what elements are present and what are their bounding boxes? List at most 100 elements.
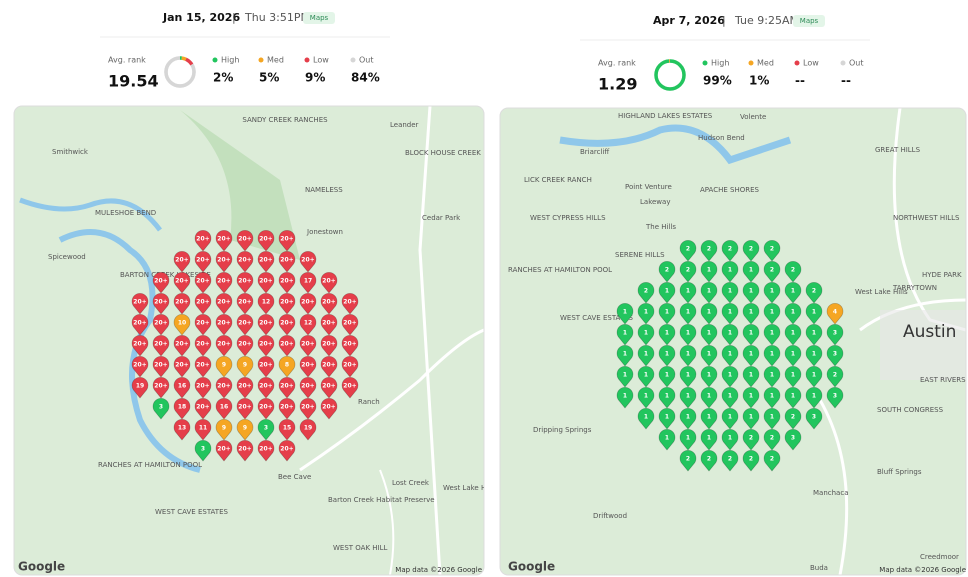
rank-pin [131, 293, 149, 315]
rank-pin [700, 429, 718, 451]
rank-pin-label: 1 [686, 351, 690, 358]
rank-pin [784, 261, 802, 283]
rank-pin-label: 20+ [217, 320, 230, 327]
rank-pin-label: 20+ [217, 236, 230, 243]
rank-pin-label: 1 [707, 414, 711, 421]
rank-pin-label: 20+ [196, 299, 209, 306]
rank-pin-label: 20+ [238, 278, 251, 285]
rank-pin [236, 293, 254, 315]
rank-pin-label: 20+ [217, 299, 230, 306]
rank-pin [742, 282, 760, 304]
place-label: Cedar Park [422, 214, 461, 222]
rank-pin [299, 314, 317, 336]
rank-pin [721, 387, 739, 409]
rank-pin [721, 450, 739, 472]
rank-pin [742, 429, 760, 451]
rank-pin-label: 20+ [154, 341, 167, 348]
place-label: Barton Creek Habitat Preserve [328, 496, 435, 504]
rank-pin [215, 377, 233, 399]
rank-pin-label: 1 [791, 309, 795, 316]
rank-pin [173, 377, 191, 399]
stat-value: 5% [259, 71, 279, 85]
map-logo: Google [18, 560, 65, 574]
rank-pin [763, 429, 781, 451]
rank-pin [341, 356, 359, 378]
rank-pin-label: 20+ [259, 404, 272, 411]
rank-pin-label: 20+ [280, 236, 293, 243]
rank-pin [278, 377, 296, 399]
rank-pin [742, 366, 760, 388]
rank-pin [236, 356, 254, 378]
rank-pin [679, 408, 697, 430]
rank-pin-label: 20+ [196, 278, 209, 285]
rank-pin [320, 314, 338, 336]
rank-pin [721, 324, 739, 346]
rank-pin [826, 366, 844, 388]
place-label: Manchaca [813, 489, 848, 497]
rank-pin-label: 20+ [301, 404, 314, 411]
place-label: BLOCK HOUSE CREEK [405, 149, 481, 157]
rank-pin-label: 20+ [280, 446, 293, 453]
rank-pin [784, 366, 802, 388]
rank-pin [679, 240, 697, 262]
legend-dot [258, 57, 264, 63]
rank-pin [805, 282, 823, 304]
place-label: NAMELESS [305, 186, 343, 194]
rank-pin [173, 251, 191, 273]
rank-pin-label: 2 [707, 456, 711, 463]
place-label: NORTHWEST HILLS [893, 214, 960, 222]
rank-pin-label: 1 [623, 393, 627, 400]
rank-pin [679, 261, 697, 283]
map-background [500, 108, 966, 575]
rank-pin-label: 1 [707, 309, 711, 316]
avg-label: Avg. rank [598, 59, 636, 68]
rank-pin-label: 2 [644, 288, 648, 295]
rank-pin-label: 1 [686, 393, 690, 400]
place-label: GREAT HILLS [875, 146, 921, 154]
rank-pin [679, 303, 697, 325]
rank-pin-label: 20+ [322, 341, 335, 348]
date: Apr 7, 2026 [653, 14, 725, 27]
rank-pin-label: 9 [222, 362, 226, 369]
rank-pin [721, 261, 739, 283]
rank-pin-label: 20+ [196, 341, 209, 348]
rank-pin-label: 3 [159, 404, 163, 411]
rank-pin [257, 356, 275, 378]
rank-pin [278, 230, 296, 252]
rank-pin [278, 356, 296, 378]
rank-pin [194, 356, 212, 378]
rank-pin [763, 387, 781, 409]
rank-pin-label: 2 [686, 246, 690, 253]
rank-pin-label: 20+ [175, 278, 188, 285]
rank-pin [700, 303, 718, 325]
rank-pin-label: 1 [749, 393, 753, 400]
place-label: MULESHOE BEND [95, 209, 156, 217]
place-label: WEST CAVE ESTATES [155, 508, 228, 516]
rank-pin-label: 1 [791, 372, 795, 379]
place-label: WEST CYPRESS HILLS [530, 214, 606, 222]
rank-pin [784, 303, 802, 325]
rank-pin-label: 2 [791, 414, 795, 421]
rank-pin [257, 314, 275, 336]
rank-pin [131, 377, 149, 399]
place-label: Jonestown [306, 228, 343, 236]
rank-pin [679, 324, 697, 346]
rank-pin-label: 1 [707, 435, 711, 442]
rank-pin [299, 293, 317, 315]
rank-pin-label: 20+ [154, 383, 167, 390]
rank-pin [700, 387, 718, 409]
rank-pin-label: 20+ [301, 299, 314, 306]
rank-pin [215, 230, 233, 252]
rank-pin [320, 356, 338, 378]
place-label: Point Venture [625, 183, 672, 191]
rank-pin-label: 1 [728, 372, 732, 379]
rank-pin-label: 3 [833, 393, 837, 400]
rank-pin [215, 335, 233, 357]
rank-pin-label: 1 [623, 372, 627, 379]
rank-pin-label: 1 [707, 288, 711, 295]
rank-pin [742, 450, 760, 472]
rank-pin-label: 12 [304, 320, 312, 327]
rank-pin-label: 1 [686, 414, 690, 421]
rank-pin-label: 1 [707, 393, 711, 400]
rank-pin [763, 240, 781, 262]
